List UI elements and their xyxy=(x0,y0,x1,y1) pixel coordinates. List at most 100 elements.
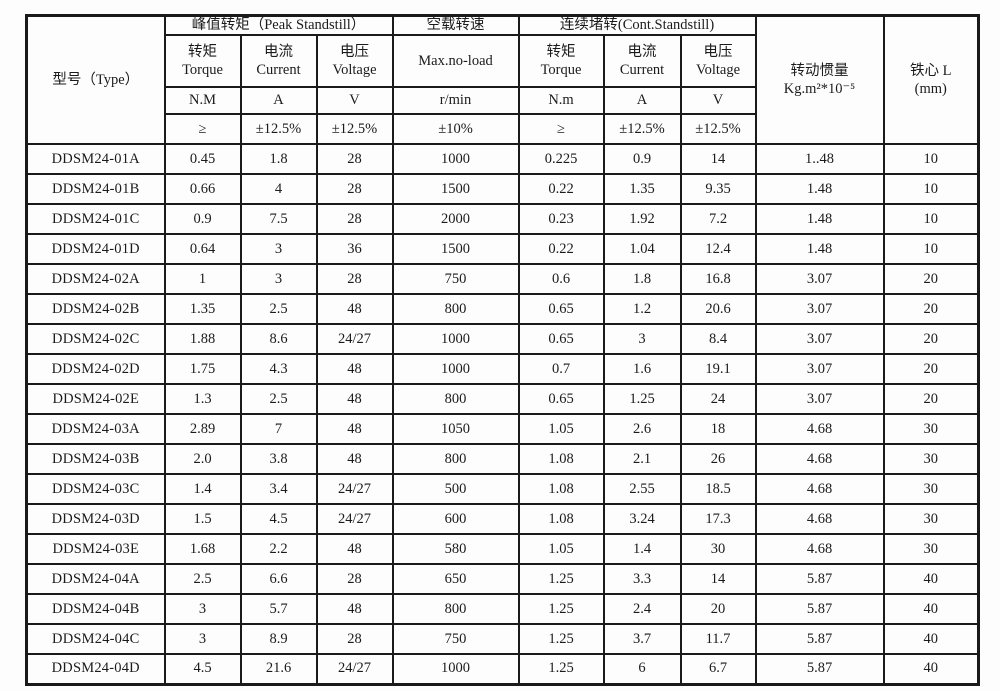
core-l-cell: 20 xyxy=(882,263,980,296)
max-no-load-cell: 1000 xyxy=(391,143,520,176)
peak-current-cell: 4.5 xyxy=(239,503,318,536)
peak-torque-cell: 1.88 xyxy=(163,323,242,356)
table-row: DDSM24-02B 1.35 2.5 48 800 0.65 1.2 20.6… xyxy=(25,293,980,326)
cont-voltage-cell: 30 xyxy=(679,533,757,566)
max-no-load-cell: 800 xyxy=(391,593,520,626)
inertia-cell: 4.68 xyxy=(754,443,885,476)
unit-noload: r/min xyxy=(391,86,520,116)
table-header: 型号（Type） 峰值转矩（Peak Standstill） 空载转速 连续堵转… xyxy=(25,14,980,146)
peak-torque-cell: 0.64 xyxy=(163,233,242,266)
cont-current-cell: 3.3 xyxy=(602,563,682,596)
model-cell: DDSM24-02B xyxy=(25,293,166,326)
cont-current-cell: 1.25 xyxy=(602,383,682,416)
table-row: DDSM24-01B 0.66 4 28 1500 0.22 1.35 9.35… xyxy=(25,173,980,206)
cont-current-cell: 1.8 xyxy=(602,263,682,296)
max-no-load-cell: 580 xyxy=(391,533,520,566)
col-header-type: 型号（Type） xyxy=(25,14,166,146)
cont-voltage-cell: 12.4 xyxy=(679,233,757,266)
inertia-cell: 3.07 xyxy=(754,383,885,416)
core-l-cell: 20 xyxy=(882,353,980,386)
core-l-cell: 30 xyxy=(882,503,980,536)
inertia-cell: 4.68 xyxy=(754,503,885,536)
inertia-cell: 4.68 xyxy=(754,533,885,566)
model-cell: DDSM24-02E xyxy=(25,383,166,416)
peak-torque-cell: 1.35 xyxy=(163,293,242,326)
cont-torque-cn: 转矩 xyxy=(546,43,576,60)
unit-peak-current: A xyxy=(239,86,318,116)
core-l-cell: 10 xyxy=(882,143,980,176)
peak-torque-cell: 2.5 xyxy=(163,563,242,596)
cont-current-cell: 1.92 xyxy=(602,203,682,236)
peak-torque-cell: 3 xyxy=(163,593,242,626)
peak-current-cell: 8.6 xyxy=(239,323,318,356)
cont-current-cell: 1.4 xyxy=(602,533,682,566)
peak-current-cell: 7 xyxy=(239,413,318,446)
tol-peak-torque: ≥ xyxy=(163,113,242,146)
peak-voltage-cell: 24/27 xyxy=(315,323,394,356)
inertia-cell: 5.87 xyxy=(754,623,885,656)
cont-current-cell: 3.7 xyxy=(602,623,682,656)
col-group-peak-standstill: 峰值转矩（Peak Standstill） xyxy=(163,14,394,37)
core-l-cell: 40 xyxy=(882,563,980,596)
inertia-cell: 3.07 xyxy=(754,263,885,296)
inertia-cell: 5.87 xyxy=(754,653,885,686)
peak-torque-cell: 4.5 xyxy=(163,653,242,686)
peak-torque-cn: 转矩 xyxy=(188,43,217,60)
core-label: 铁心 L xyxy=(910,62,952,79)
model-cell: DDSM24-03D xyxy=(25,503,166,536)
cont-current-cell: 3 xyxy=(602,323,682,356)
peak-voltage-cell: 28 xyxy=(315,563,394,596)
core-l-cell: 40 xyxy=(882,623,980,656)
table-row: DDSM24-02C 1.88 8.6 24/27 1000 0.65 3 8.… xyxy=(25,323,980,356)
inertia-cell: 1.48 xyxy=(754,173,885,206)
cont-voltage-cell: 14 xyxy=(679,563,757,596)
col-header-core: 铁心 L (mm) xyxy=(882,14,980,146)
cont-torque-cell: 1.08 xyxy=(517,443,605,476)
peak-current-cell: 3.4 xyxy=(239,473,318,506)
core-l-cell: 30 xyxy=(882,413,980,446)
max-no-load-cell: 1500 xyxy=(391,233,520,266)
tol-noload: ±10% xyxy=(391,113,520,146)
header-row-names: 转矩 Torque 电流 Current 电压 Voltage Max.no-l… xyxy=(27,34,979,89)
table-row: DDSM24-03C 1.4 3.4 24/27 500 1.08 2.55 1… xyxy=(25,473,980,506)
model-cell: DDSM24-01B xyxy=(25,173,166,206)
col-header-noload-en: Max.no-load xyxy=(391,34,520,89)
unit-cont-torque: N.m xyxy=(517,86,605,116)
tol-peak-current: ±12.5% xyxy=(239,113,318,146)
core-l-cell: 10 xyxy=(882,233,980,266)
core-l-cell: 10 xyxy=(882,173,980,206)
max-no-load-cell: 1000 xyxy=(391,323,520,356)
cont-voltage-cell: 11.7 xyxy=(679,623,757,656)
peak-torque-cell: 1.75 xyxy=(163,353,242,386)
core-l-cell: 30 xyxy=(882,443,980,476)
col-group-cont-standstill: 连续堵转(Cont.Standstill) xyxy=(517,14,757,37)
model-cell: DDSM24-04D xyxy=(25,653,166,686)
max-no-load-cell: 750 xyxy=(391,263,520,296)
tol-cont-torque: ≥ xyxy=(517,113,605,146)
cont-torque-cell: 1.05 xyxy=(517,533,605,566)
inertia-cell: 1.48 xyxy=(754,233,885,266)
inertia-cell: 5.87 xyxy=(754,563,885,596)
cont-torque-cell: 0.23 xyxy=(517,203,605,236)
core-l-cell: 20 xyxy=(882,293,980,326)
peak-voltage-cell: 48 xyxy=(315,533,394,566)
inertia-cell: 3.07 xyxy=(754,353,885,386)
peak-voltage-cell: 36 xyxy=(315,233,394,266)
unit-cont-voltage: V xyxy=(679,86,757,116)
max-no-load-cell: 1500 xyxy=(391,173,520,206)
cont-voltage-cell: 6.7 xyxy=(679,653,757,686)
cont-voltage-cell: 19.1 xyxy=(679,353,757,386)
table-row: DDSM24-04D 4.5 21.6 24/27 1000 1.25 6 6.… xyxy=(25,653,980,686)
peak-voltage-cell: 24/27 xyxy=(315,503,394,536)
max-no-load-cell: 1000 xyxy=(391,353,520,386)
core-l-cell: 40 xyxy=(882,653,980,686)
peak-current-cell: 3 xyxy=(239,233,318,266)
cont-current-cell: 2.55 xyxy=(602,473,682,506)
table-row: DDSM24-01A 0.45 1.8 28 1000 0.225 0.9 14… xyxy=(25,143,980,176)
cont-torque-cell: 1.25 xyxy=(517,563,605,596)
inertia-cell: 4.68 xyxy=(754,473,885,506)
peak-voltage-en: Voltage xyxy=(332,62,377,79)
peak-current-cell: 1.8 xyxy=(239,143,318,176)
peak-voltage-cell: 28 xyxy=(315,203,394,236)
peak-current-cell: 3.8 xyxy=(239,443,318,476)
